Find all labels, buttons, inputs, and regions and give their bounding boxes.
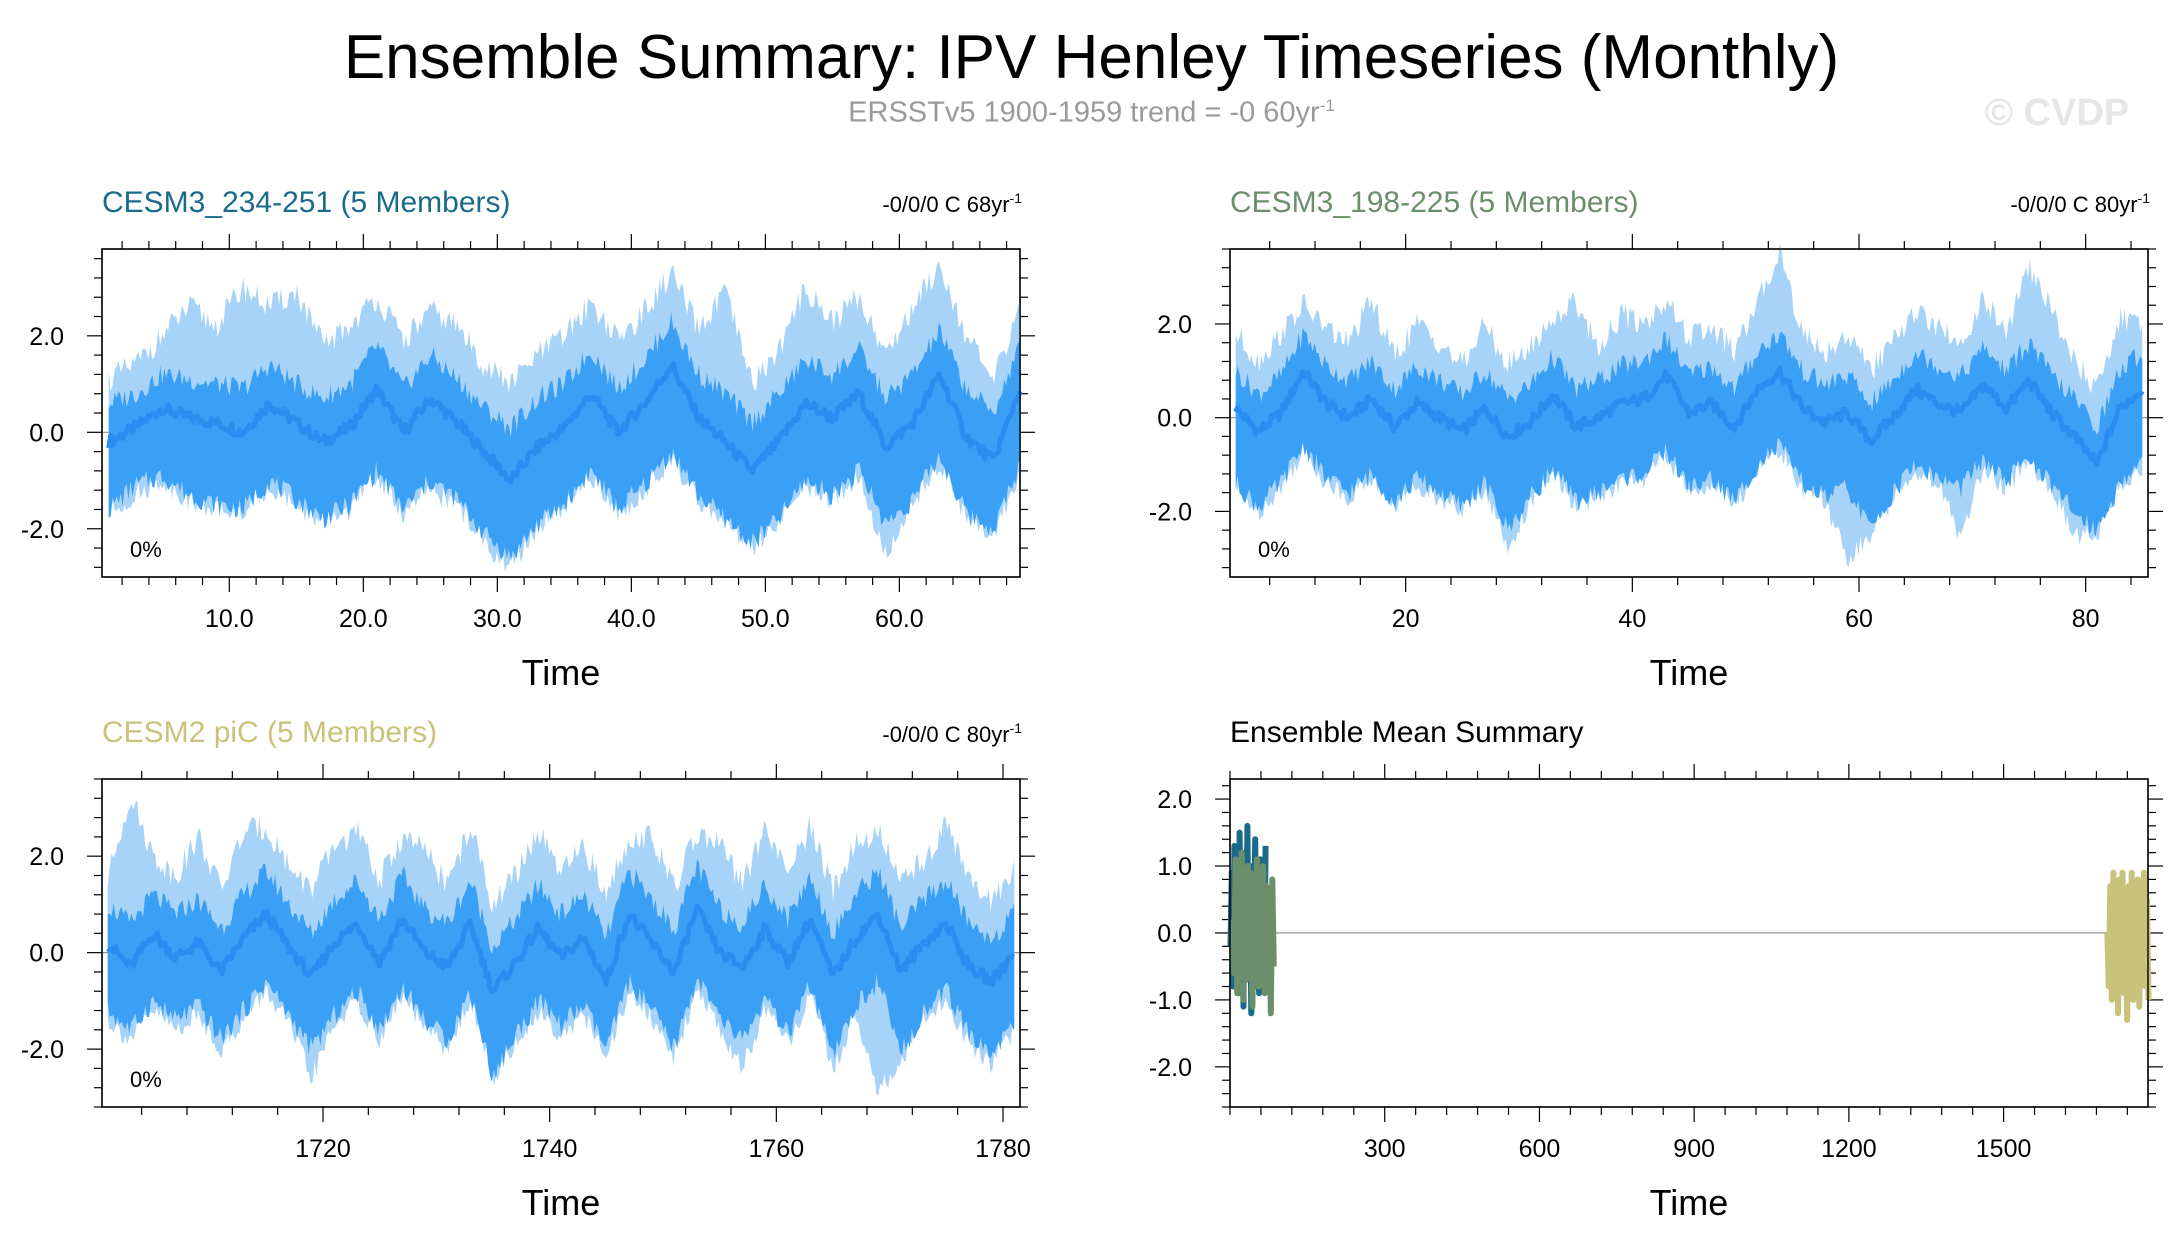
trend-label-text: -0/0/0 C 80yr xyxy=(2010,192,2137,217)
plot-frame-top xyxy=(1229,778,2149,1108)
chart-panel-1: 10.0 20.0 30.0 40.0 50.0 60.0 -2.0 0.0 2.0 Time CE… xyxy=(21,186,1035,693)
trend-label-superscript: -1 xyxy=(2138,190,2151,206)
x-tick-label: 1200 xyxy=(1821,1135,1877,1163)
x-tick-label: 1780 xyxy=(975,1135,1031,1163)
x-tick-label: 20 xyxy=(1392,605,1420,633)
x-tick-label: 1500 xyxy=(1976,1135,2032,1163)
panel-title: CESM2 piC (5 Members) xyxy=(102,716,437,749)
chart-panel-2: 20 40 60 80 -2.0 0.0 2.0 Time CESM3_198-225 (5 M… xyxy=(1149,186,2163,693)
x-tick-label: 1720 xyxy=(295,1135,351,1163)
page-title: Ensemble Summary: IPV Henley Timeseries … xyxy=(343,23,1840,92)
y-tick-label: 2.0 xyxy=(1157,786,1192,814)
chart-panel-4: 300 600 900 1200 1500 -2.0 -1.0 0.0 1.0 2.0 Time En… xyxy=(1149,716,2163,1223)
y-tick-label: -2.0 xyxy=(21,1036,64,1064)
x-axis-label: Time xyxy=(1650,1182,1729,1223)
x-tick-label: 30.0 xyxy=(473,605,522,633)
plot-frame-top xyxy=(101,248,1021,578)
y-tick-label: 0.0 xyxy=(1157,405,1192,433)
x-tick-label: 900 xyxy=(1673,1135,1715,1163)
subtitle-text: ERSSTv5 1900-1959 trend = -0 60yr xyxy=(848,96,1320,129)
trend-label: -0/0/0 C 80yr-1 xyxy=(2010,190,2150,217)
trend-label: -0/0/0 C 80yr-1 xyxy=(882,720,1022,747)
panel-title: CESM3_198-225 (5 Members) xyxy=(1230,186,1639,219)
x-axis-label: Time xyxy=(1650,652,1729,693)
ensemble-mean-line xyxy=(106,361,1023,485)
plot-frame-top xyxy=(1229,248,2149,578)
x-axis-label: Time xyxy=(522,1182,601,1223)
percent-label: 0% xyxy=(1258,537,1290,562)
x-tick-label: 60.0 xyxy=(875,605,924,633)
y-tick-label: 0.0 xyxy=(1157,920,1192,948)
watermark: © CVDP xyxy=(1985,92,2130,134)
y-tick-label: -2.0 xyxy=(1149,498,1192,526)
ensemble-mean-line xyxy=(1233,365,2145,467)
x-tick-label: 1760 xyxy=(749,1135,805,1163)
trend-label: -0/0/0 C 68yr-1 xyxy=(882,190,1022,217)
percent-label: 0% xyxy=(130,537,162,562)
y-tick-label: 2.0 xyxy=(29,843,64,871)
trend-label-superscript: -1 xyxy=(1010,190,1023,206)
x-tick-label: 60 xyxy=(1845,605,1873,633)
y-tick-label: 2.0 xyxy=(1157,311,1192,339)
y-tick-label: 2.0 xyxy=(29,323,64,351)
ensemble-mean-line xyxy=(106,903,1015,994)
trend-label-text: -0/0/0 C 68yr xyxy=(882,192,1009,217)
spread-band xyxy=(1235,328,2143,539)
plot-frame-top xyxy=(101,778,1021,1108)
chart-panel-3: 1720 1740 1760 1780 -2.0 0.0 2.0 Time CESM2 piC … xyxy=(21,716,1035,1223)
percent-label: 0% xyxy=(130,1067,162,1092)
x-tick-label: 10.0 xyxy=(205,605,254,633)
x-tick-label: 20.0 xyxy=(339,605,388,633)
y-tick-label: 0.0 xyxy=(29,940,64,968)
ensemble-mean-series xyxy=(2104,869,2152,1023)
spread-band xyxy=(107,859,1015,1082)
trend-label-text: -0/0/0 C 80yr xyxy=(882,722,1009,747)
x-axis-label: Time xyxy=(522,652,601,693)
x-tick-label: 50.0 xyxy=(741,605,790,633)
y-tick-label: 1.0 xyxy=(1157,853,1192,881)
trend-label-superscript: -1 xyxy=(1010,720,1023,736)
plot-frame xyxy=(1229,778,2149,1108)
subtitle-superscript: -1 xyxy=(1319,96,1335,115)
y-tick-label: 0.0 xyxy=(29,419,64,447)
x-tick-label: 600 xyxy=(1519,1135,1561,1163)
x-tick-label: 300 xyxy=(1364,1135,1406,1163)
x-tick-label: 40.0 xyxy=(607,605,656,633)
subtitle: ERSSTv5 1900-1959 trend = -0 60yr-1 xyxy=(0,96,2183,130)
x-tick-label: 40 xyxy=(1618,605,1646,633)
y-tick-label: -2.0 xyxy=(1149,1054,1192,1082)
y-tick-label: -2.0 xyxy=(21,516,64,544)
y-tick-label: -1.0 xyxy=(1149,987,1192,1015)
x-tick-label: 80 xyxy=(2072,605,2100,633)
panel-title: CESM3_234-251 (5 Members) xyxy=(102,186,511,219)
x-tick-label: 1740 xyxy=(522,1135,578,1163)
panel-title: Ensemble Mean Summary xyxy=(1230,716,1583,749)
spread-band xyxy=(108,311,1020,561)
ensemble-mean-series xyxy=(1229,849,1277,1017)
